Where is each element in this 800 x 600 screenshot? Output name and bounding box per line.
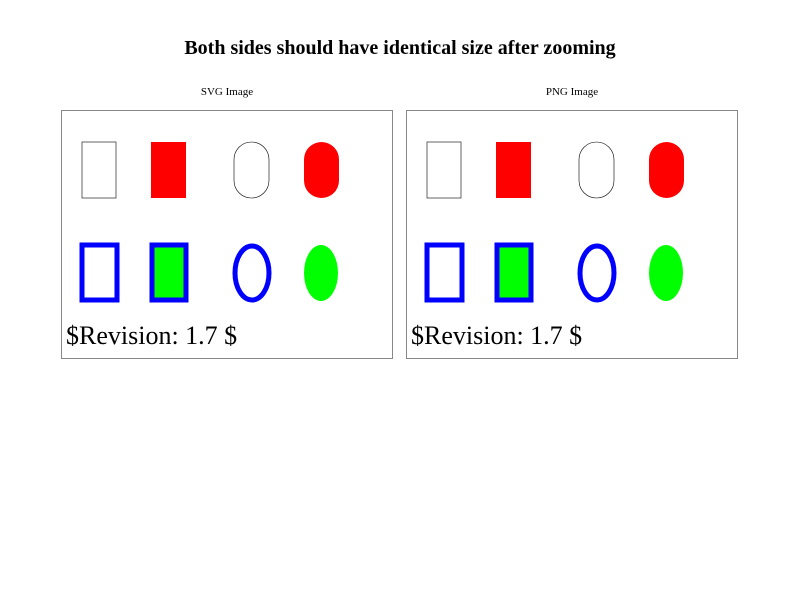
red-rounded-shape — [649, 142, 684, 198]
red-rounded-shape — [304, 142, 339, 198]
outline-rounded-shape — [233, 141, 270, 199]
outline-rect-shape — [426, 141, 462, 199]
green-ellipse-shape — [304, 245, 338, 301]
svg-shapes-canvas — [79, 141, 339, 303]
blue-outline-rect-shape — [424, 242, 465, 303]
green-ellipse-shape — [649, 245, 683, 301]
svg-image-label: SVG Image — [200, 86, 254, 98]
png-shapes-canvas — [424, 141, 684, 303]
blue-outline-ellipse-shape — [232, 243, 272, 303]
svg-image-panel: $Revision: 1.7 $ — [61, 110, 393, 359]
blue-outline-ellipse-shape — [577, 243, 617, 303]
red-rect-shape — [151, 142, 186, 198]
red-rect-shape — [496, 142, 531, 198]
png-image-panel: $Revision: 1.7 $ — [406, 110, 738, 359]
png-image-label: PNG Image — [545, 86, 599, 98]
green-blue-rect-shape — [494, 242, 534, 303]
blue-outline-rect-shape — [79, 242, 120, 303]
outline-rounded-shape — [578, 141, 615, 199]
revision-text: $Revision: 1.7 $ — [66, 321, 238, 350]
revision-text: $Revision: 1.7 $ — [411, 321, 583, 350]
outline-rect-shape — [81, 141, 117, 199]
page-title: Both sides should have identical size af… — [184, 37, 616, 59]
green-blue-rect-shape — [149, 242, 189, 303]
